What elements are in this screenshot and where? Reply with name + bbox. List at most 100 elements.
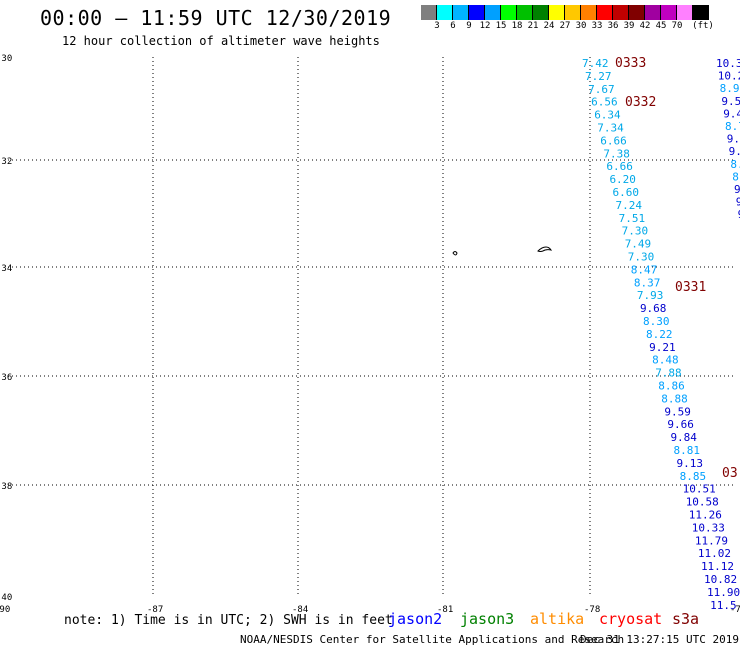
wave-height-reading: 9.13 <box>677 457 704 470</box>
units-note: note: 1) Time is in UTC; 2) SWH is in fe… <box>64 613 393 628</box>
wave-height-reading: 9.68 <box>640 302 667 315</box>
map-subtitle: 12 hour collection of altimeter wave hei… <box>62 34 380 48</box>
wave-height-reading: 8.30 <box>643 315 670 328</box>
wave-height-reading: 8.47 <box>631 263 658 276</box>
wave-height-reading: 8.85 <box>680 470 707 483</box>
longitude-label: -75 <box>730 605 740 615</box>
latitude-label: -36 <box>0 373 12 383</box>
wave-height-reading: 8. <box>730 158 740 171</box>
colorbar-label: 27 <box>559 21 571 31</box>
colorbar-swatch <box>501 5 517 20</box>
longitude-label: -90 <box>0 605 10 615</box>
wave-height-reading: 8.22 <box>646 328 673 341</box>
legend-item-altika: altika <box>530 610 585 628</box>
wave-height-reading: 10.33 <box>716 57 740 70</box>
colorbar-label: (ft) <box>692 21 714 31</box>
wave-height-reading: 7.30 <box>622 225 649 238</box>
wave-height-reading: 6.66 <box>606 160 633 173</box>
longitude-label: -81 <box>437 605 453 615</box>
wave-height-reading: 9.6 <box>727 133 740 146</box>
colorbar-label: 18 <box>511 21 523 31</box>
colorbar-label: 33 <box>591 21 603 31</box>
colorbar-label: 15 <box>495 21 507 31</box>
colorbar-label: 9 <box>466 21 472 31</box>
latitude-label: -34 <box>0 264 12 274</box>
wave-height-reading: 8.81 <box>674 444 701 457</box>
wave-height-reading: 9.3 <box>729 145 740 158</box>
track-time-label: 0332 <box>625 95 656 110</box>
wave-height-reading: 9 <box>736 196 740 209</box>
latitude-label: -40 <box>0 593 12 603</box>
legend-item-cryosat: cryosat <box>599 610 663 628</box>
footer-source: NOAA/NESDIS Center for Satellite Applica… <box>240 633 625 646</box>
wave-height-reading: 8.9 <box>720 82 740 95</box>
wave-height-reading: 11.90 <box>707 586 740 599</box>
longitude-label: -84 <box>292 605 308 615</box>
wave-height-reading: 7.67 <box>588 83 615 96</box>
colorbar-swatch <box>645 5 661 20</box>
wave-height-reading: 10.51 <box>683 483 716 496</box>
wave-height-reading: 7.49 <box>625 238 652 251</box>
wave-height-reading: 11.26 <box>689 509 722 522</box>
footer-timestamp: Dec 31 13:27:15 UTC 2019 <box>580 633 739 646</box>
wave-height-reading: 7.51 <box>619 212 646 225</box>
land-features <box>452 246 553 256</box>
colorbar-swatch <box>469 5 485 20</box>
map-grid <box>8 57 736 596</box>
wave-height-reading: 10.82 <box>704 573 737 586</box>
axis-labels: -30 -32 -34 -36 -38 -40 -90 -87 -84 -81 -78 -75 <box>0 54 740 615</box>
wave-height-reading: 7.93 <box>637 289 664 302</box>
colorbar-label: 3 <box>434 21 440 31</box>
wave-height-reading: 8.37 <box>634 276 661 289</box>
wave-height-reading: 6.60 <box>613 186 640 199</box>
colorbar-swatch <box>549 5 565 20</box>
wave-height-reading: 9.4 <box>723 107 740 120</box>
wave-height-reading: 11.02 <box>698 547 731 560</box>
legend-item-jason3: jason3 <box>460 610 515 628</box>
colorbar-swatch <box>437 5 453 20</box>
wave-height-reading: 10.33 <box>692 521 725 534</box>
latitude-label: -30 <box>0 54 12 64</box>
wave-height-reading: 9 <box>738 208 740 221</box>
colorbar-label: 39 <box>623 21 635 31</box>
legend-item-s3a: s3a <box>672 610 700 628</box>
colorbar-swatch <box>565 5 581 20</box>
colorbar-label: 12 <box>479 21 491 31</box>
colorbar <box>421 5 709 20</box>
wave-height-reading: 11.12 <box>701 560 734 573</box>
colorbar-label: 6 <box>450 21 456 31</box>
colorbar-label: 42 <box>639 21 651 31</box>
wave-height-reading: 6.34 <box>594 109 621 122</box>
colorbar-label: 24 <box>543 21 555 31</box>
colorbar-swatch <box>485 5 501 20</box>
wave-height-reading: 6.66 <box>600 134 627 147</box>
colorbar-swatch <box>533 5 549 20</box>
colorbar-swatch <box>517 5 533 20</box>
wave-height-reading: 8.88 <box>661 392 688 405</box>
wave-height-reading: 7.88 <box>655 367 682 380</box>
wave-height-reading: 9.66 <box>667 418 694 431</box>
wave-height-reading: 7.30 <box>628 251 655 264</box>
wave-height-reading: 7.38 <box>603 147 630 160</box>
colorbar-swatch <box>453 5 469 20</box>
wave-height-reading: 8.48 <box>652 354 679 367</box>
track-time-label: 0331 <box>675 280 706 295</box>
longitude-label: -87 <box>147 605 163 615</box>
wave-height-reading: 11.79 <box>695 534 728 547</box>
colorbar-swatch <box>581 5 597 20</box>
colorbar-swatch <box>421 5 437 20</box>
colorbar-label: 30 <box>575 21 587 31</box>
legend-item-jason2: jason2 <box>388 610 443 628</box>
wave-height-reading: 9.84 <box>670 431 697 444</box>
map-title: 00:00 – 11:59 UTC 12/30/2019 <box>40 6 392 30</box>
colorbar-label: 45 <box>655 21 667 31</box>
wave-height-reading: 10.58 <box>686 496 719 509</box>
colorbar-labels: 3 6 9 12 15 18 21 24 27 30 33 36 39 42 45 70 (ft) <box>421 21 740 33</box>
colorbar-label: 70 <box>671 21 683 31</box>
wave-height-reading: 8. <box>732 170 740 183</box>
wave-height-reading: 9.21 <box>649 341 676 354</box>
satellite-tracks: 7.427.277.676.566.347.346.667.386.666.20… <box>582 56 740 612</box>
wave-height-reading: 11.5 <box>710 599 737 612</box>
wave-height-reading: 7.27 <box>585 70 612 83</box>
